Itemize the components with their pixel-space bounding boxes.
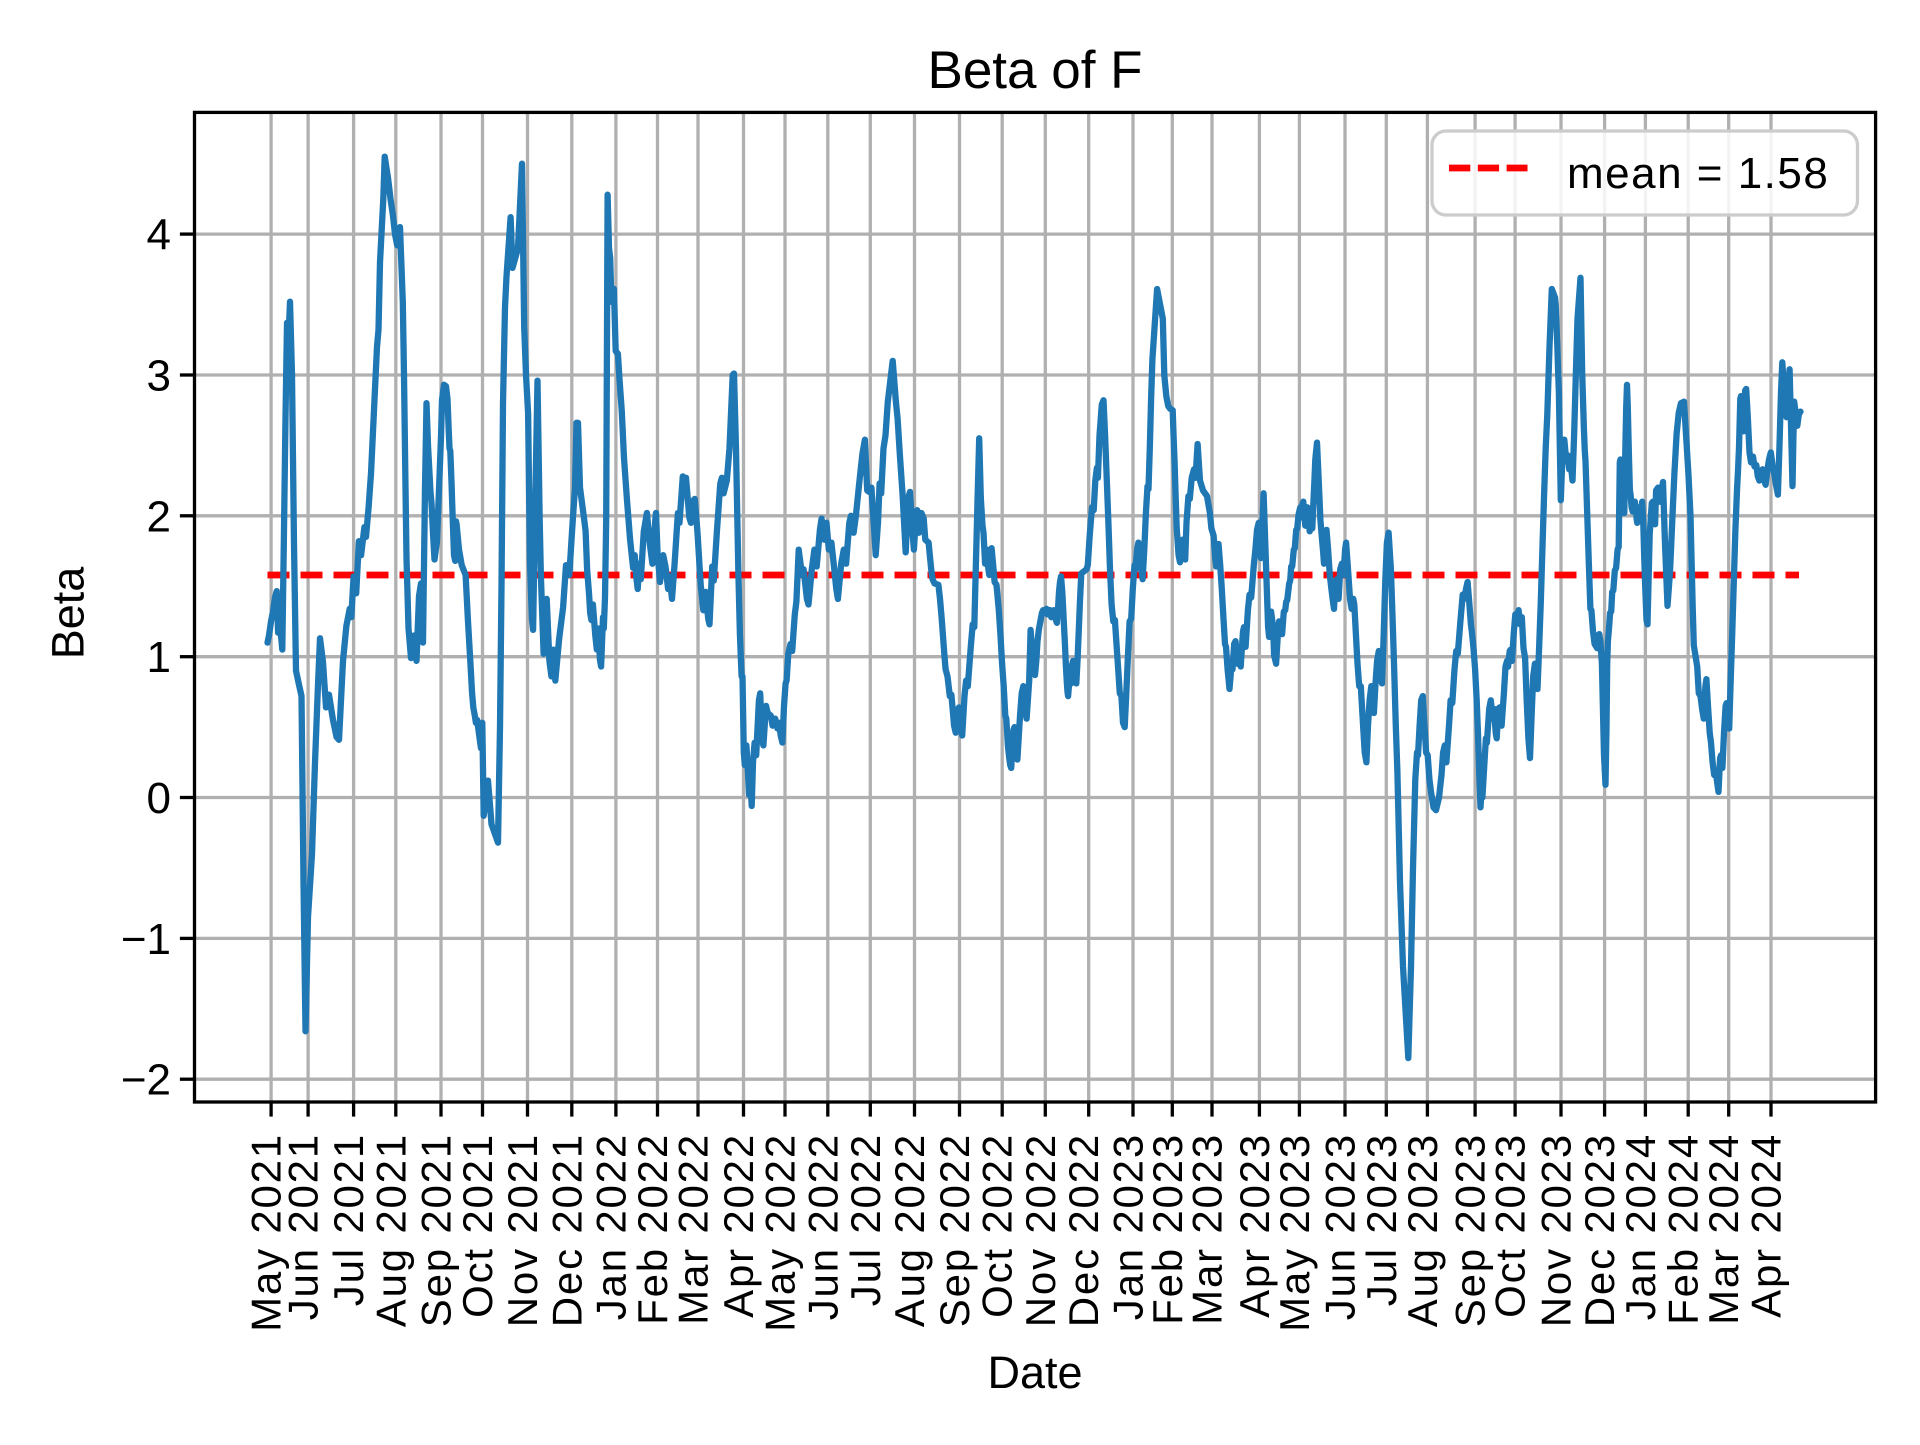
svg-text:Jun 2023: Jun 2023 (1317, 1133, 1364, 1320)
svg-text:Mar 2022: Mar 2022 (670, 1133, 717, 1325)
svg-text:Mar 2024: Mar 2024 (1700, 1133, 1747, 1325)
svg-text:May 2022: May 2022 (757, 1133, 804, 1332)
svg-text:Sep 2022: Sep 2022 (931, 1133, 978, 1327)
svg-text:1: 1 (147, 633, 171, 682)
svg-text:Sep 2021: Sep 2021 (413, 1133, 460, 1327)
svg-text:Apr 2024: Apr 2024 (1743, 1133, 1790, 1318)
svg-text:Dec 2021: Dec 2021 (543, 1133, 590, 1327)
svg-text:Jul 2023: Jul 2023 (1358, 1133, 1405, 1306)
svg-text:Jul 2021: Jul 2021 (325, 1133, 372, 1306)
svg-text:2: 2 (147, 492, 171, 541)
svg-text:Mar 2023: Mar 2023 (1184, 1133, 1231, 1325)
svg-text:Feb 2024: Feb 2024 (1660, 1133, 1707, 1325)
svg-text:Oct 2022: Oct 2022 (974, 1133, 1021, 1318)
svg-text:Date: Date (987, 1347, 1082, 1398)
svg-text:Jan 2024: Jan 2024 (1617, 1133, 1664, 1320)
svg-text:Dec 2023: Dec 2023 (1576, 1133, 1623, 1327)
svg-text:Beta of F: Beta of F (927, 41, 1142, 100)
svg-text:0: 0 (147, 774, 171, 823)
svg-text:Feb 2023: Feb 2023 (1144, 1133, 1191, 1325)
svg-text:Apr 2023: Apr 2023 (1231, 1133, 1278, 1318)
svg-text:4: 4 (147, 211, 171, 260)
svg-text:−1: −1 (121, 915, 171, 964)
svg-text:Jul 2022: Jul 2022 (842, 1133, 889, 1306)
svg-text:Jan 2022: Jan 2022 (587, 1133, 634, 1320)
svg-text:Sep 2023: Sep 2023 (1447, 1133, 1494, 1327)
svg-text:Nov 2022: Nov 2022 (1017, 1133, 1064, 1327)
svg-text:Apr 2022: Apr 2022 (715, 1133, 762, 1318)
svg-text:Jun 2021: Jun 2021 (280, 1133, 327, 1320)
svg-text:Jun 2022: Jun 2022 (799, 1133, 846, 1320)
svg-text:3: 3 (147, 352, 171, 401)
svg-text:Jan 2023: Jan 2023 (1105, 1133, 1152, 1320)
svg-text:Aug 2021: Aug 2021 (367, 1133, 414, 1327)
svg-text:Feb 2022: Feb 2022 (629, 1133, 676, 1325)
svg-text:Aug 2022: Aug 2022 (886, 1133, 933, 1327)
svg-text:Aug 2023: Aug 2023 (1399, 1133, 1446, 1327)
svg-text:May 2021: May 2021 (243, 1133, 290, 1332)
svg-text:Nov 2021: Nov 2021 (499, 1133, 546, 1327)
svg-text:Beta: Beta (43, 566, 94, 660)
svg-text:Oct 2021: Oct 2021 (454, 1133, 501, 1318)
svg-text:Oct 2023: Oct 2023 (1487, 1133, 1534, 1318)
svg-text:Dec 2022: Dec 2022 (1060, 1133, 1107, 1327)
svg-text:May 2023: May 2023 (1271, 1133, 1318, 1332)
svg-text:mean = 1.58: mean = 1.58 (1567, 149, 1829, 198)
svg-text:−2: −2 (121, 1056, 171, 1105)
svg-text:Nov 2023: Nov 2023 (1533, 1133, 1580, 1327)
